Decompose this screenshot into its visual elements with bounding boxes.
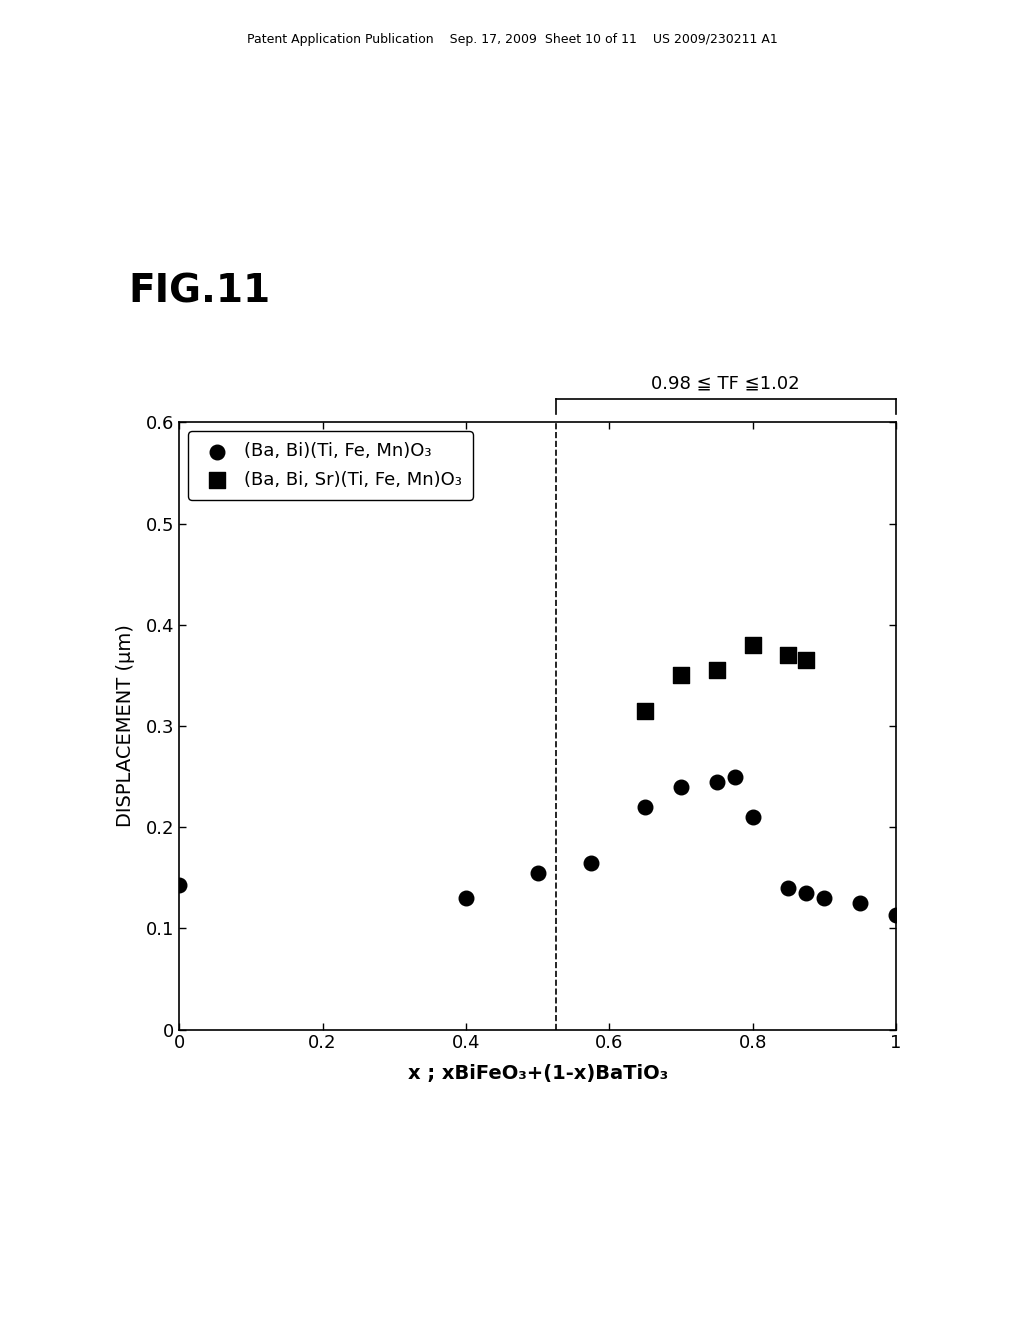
Text: 0.98 ≦ TF ≦1.02: 0.98 ≦ TF ≦1.02 — [651, 374, 800, 392]
Point — [780, 644, 797, 665]
X-axis label: x ; xBiFeO₃+(1-x)BaTiO₃: x ; xBiFeO₃+(1-x)BaTiO₃ — [408, 1064, 668, 1082]
Point — [529, 862, 546, 883]
Point — [744, 807, 761, 828]
Point — [458, 887, 474, 908]
Text: Patent Application Publication    Sep. 17, 2009  Sheet 10 of 11    US 2009/23021: Patent Application Publication Sep. 17, … — [247, 33, 777, 46]
Point — [709, 771, 725, 792]
Y-axis label: DISPLACEMENT (μm): DISPLACEMENT (μm) — [116, 624, 135, 828]
Point — [171, 874, 187, 895]
Point — [637, 700, 653, 721]
Point — [798, 649, 814, 671]
Text: FIG.11: FIG.11 — [128, 272, 270, 310]
Point — [637, 796, 653, 817]
Point — [744, 635, 761, 656]
Point — [816, 887, 833, 908]
Legend: (Ba, Bi)(Ti, Fe, Mn)O₃, (Ba, Bi, Sr)(Ti, Fe, Mn)O₃: (Ba, Bi)(Ti, Fe, Mn)O₃, (Ba, Bi, Sr)(Ti,… — [188, 432, 473, 500]
Point — [852, 892, 868, 913]
Point — [673, 776, 689, 797]
Point — [673, 665, 689, 686]
Point — [798, 882, 814, 903]
Point — [780, 878, 797, 899]
Point — [709, 660, 725, 681]
Point — [583, 853, 599, 874]
Point — [888, 904, 904, 925]
Point — [727, 766, 743, 787]
